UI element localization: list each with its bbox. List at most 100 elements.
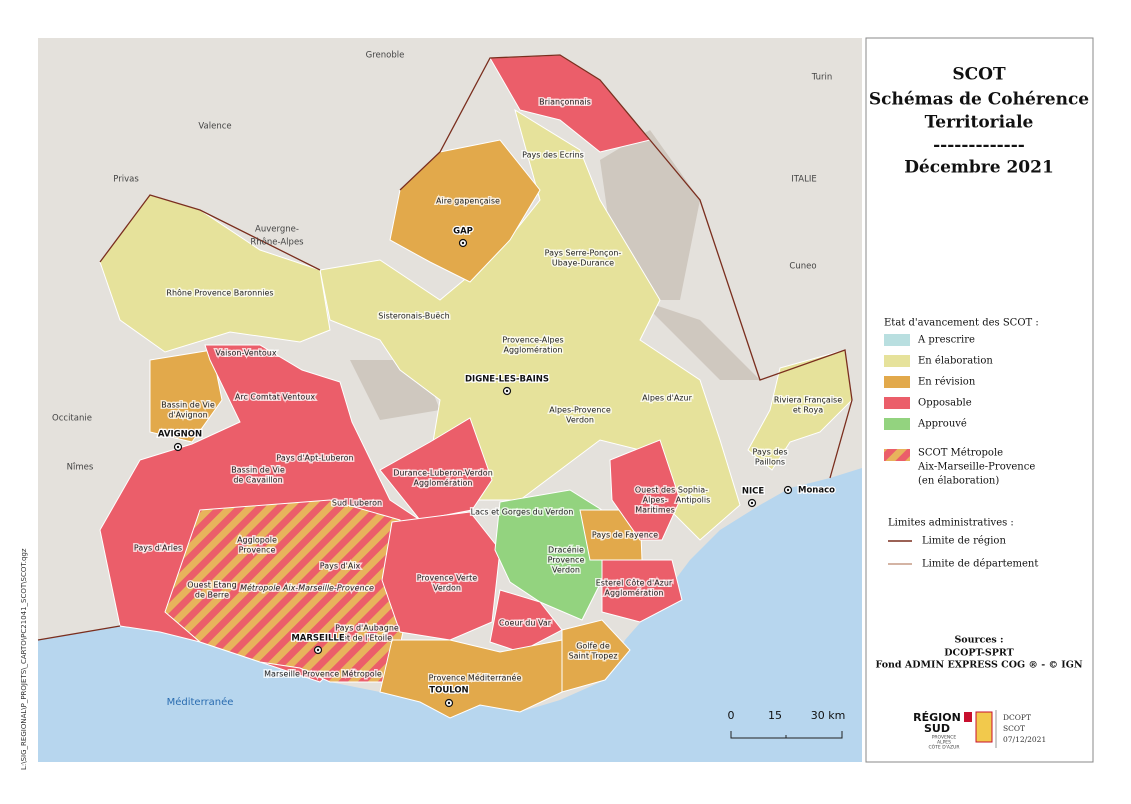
- scot-label: Bassin de Vie: [161, 401, 215, 410]
- city-dot: [176, 445, 180, 449]
- scot-label: Bassin de Vie: [231, 466, 285, 475]
- title: SCOT: [952, 65, 1006, 85]
- scot-label: Sisteronais-Buëch: [378, 312, 449, 321]
- legend-label: Limite de département: [922, 559, 1038, 570]
- scot-area: [149, 349, 223, 443]
- place-label: ITALIE: [791, 175, 816, 185]
- scot-label: Coeur du Var: [499, 619, 552, 628]
- scale-label: 15: [768, 709, 782, 722]
- scot-label: Ubaye-Durance: [552, 259, 614, 268]
- scot-label: Rhône Provence Baronnies: [166, 288, 273, 298]
- scot-label: Pays des Ecrins: [522, 151, 584, 160]
- legend-label: A prescrire: [917, 335, 975, 346]
- scot-label: Riviera Française: [774, 396, 842, 405]
- scot-label: Aire gapençaise: [436, 197, 500, 206]
- city-dot: [447, 701, 451, 705]
- scot-label: Alpes-Provence: [549, 406, 611, 415]
- place-label: Grenoble: [366, 51, 405, 61]
- legend-label: Opposable: [918, 398, 972, 409]
- logo-sub: CÔTE D'AZUR: [929, 744, 960, 751]
- scot-label: Ouest Etang: [187, 581, 236, 590]
- scot-area: [561, 619, 631, 693]
- scot-label: Alpes d'Azur: [642, 394, 692, 403]
- scot-label: Antipolis: [676, 496, 711, 505]
- legend-label: Aix-Marseille-Provence: [917, 462, 1035, 473]
- admin-title: Limites administratives :: [888, 518, 1014, 529]
- scot-label: Provence: [239, 546, 276, 555]
- scot-label: Pays d'Aubagne: [335, 624, 399, 633]
- scot-label: Agglopole: [237, 536, 277, 545]
- scot-label: Pays d'Apt-Luberon: [276, 454, 353, 463]
- legend-label: En élaboration: [918, 356, 993, 367]
- city-label: GAP: [453, 227, 473, 237]
- scot-label: Pays d'Aix: [320, 562, 361, 571]
- place-label: Turin: [811, 73, 833, 83]
- legend-title: Etat d'avancement des SCOT :: [884, 318, 1039, 329]
- scot-label: de Cavaillon: [233, 476, 282, 485]
- logo-sub: ALPES: [937, 740, 951, 746]
- legend-swatch: [884, 376, 910, 388]
- legend-label: SCOT Métropole: [918, 448, 1003, 459]
- logo-text: DCOPT: [1003, 713, 1031, 722]
- scot-label: Pays Serre-Ponçon-: [545, 249, 622, 258]
- scot-label: et Roya: [793, 406, 823, 415]
- scot-label: Lacs et Gorges du Verdon: [471, 508, 574, 517]
- metropole-area: [164, 499, 411, 683]
- legend-label: En révision: [918, 377, 976, 388]
- scot-label: Agglomération: [605, 588, 664, 598]
- logo-text: SCOT: [1003, 724, 1025, 733]
- logo-text: 07/12/2021: [1003, 735, 1046, 744]
- place-label: Nîmes: [67, 463, 94, 473]
- place-label: Occitanie: [52, 414, 92, 424]
- scot-label: Briançonnais: [539, 98, 591, 107]
- scot-label: Pays d'Arles: [134, 544, 182, 553]
- map: [37, 38, 862, 762]
- city-dot: [505, 389, 509, 393]
- scot-area: [379, 639, 563, 719]
- scot-label: Sophia-: [678, 486, 708, 495]
- scot-label: Dracénie: [548, 545, 584, 555]
- scot-label: Ouest des: [635, 486, 675, 495]
- city-label: NICE: [742, 487, 765, 497]
- city-label: MARSEILLE: [291, 634, 345, 644]
- city-label: TOULON: [429, 686, 468, 696]
- scot-label: Métropole Aix-Marseille-Provence: [240, 583, 374, 593]
- legend-swatch: [884, 397, 910, 409]
- legend-swatch: [884, 418, 910, 430]
- region-boundary: [37, 54, 853, 641]
- logo-name: RÉGION: [913, 711, 961, 724]
- scot-label: Sud Luberon: [332, 499, 382, 508]
- place-label: Privas: [113, 175, 139, 185]
- scot-label: Golfe de: [576, 642, 610, 651]
- relief: [350, 130, 760, 420]
- scot-label: de Berre: [195, 591, 229, 600]
- scot-label: et de l'Etoile: [342, 634, 392, 643]
- scot-label: Alpes-: [643, 496, 668, 505]
- scot-label: Provence: [548, 556, 585, 565]
- place-label: Auvergne-: [255, 225, 299, 235]
- scot-area: [601, 559, 683, 623]
- title: Schémas de Cohérence: [869, 90, 1089, 110]
- city-label: AVIGNON: [158, 430, 202, 440]
- legend-swatch: [884, 355, 910, 367]
- city-label: DIGNE-LES-BAINS: [465, 375, 549, 385]
- scot-label: Arc Comtat Ventoux: [235, 393, 315, 402]
- scot-label: Agglomération: [504, 345, 563, 355]
- sea-label: Méditerranée: [167, 696, 234, 708]
- scot-label: Verdon: [433, 584, 461, 593]
- place-label: Cuneo: [789, 262, 816, 272]
- legend-swatch: [884, 334, 910, 346]
- legend-label: Approuvé: [917, 419, 967, 430]
- title: -------------: [933, 136, 1025, 156]
- scale-bar: [730, 731, 843, 739]
- place-label: Rhône-Alpes: [250, 237, 304, 248]
- legend-hatch: [884, 449, 910, 461]
- scot-label: Verdon: [566, 416, 594, 425]
- scot-area: [319, 108, 741, 541]
- scot-label: Provence-Alpes: [502, 336, 563, 345]
- logo-sub: PROVENCE: [932, 735, 957, 741]
- legend-label: (en élaboration): [918, 476, 999, 487]
- scot-label: Durance-Luberon-Verdon: [393, 469, 493, 478]
- city-dot: [461, 241, 465, 245]
